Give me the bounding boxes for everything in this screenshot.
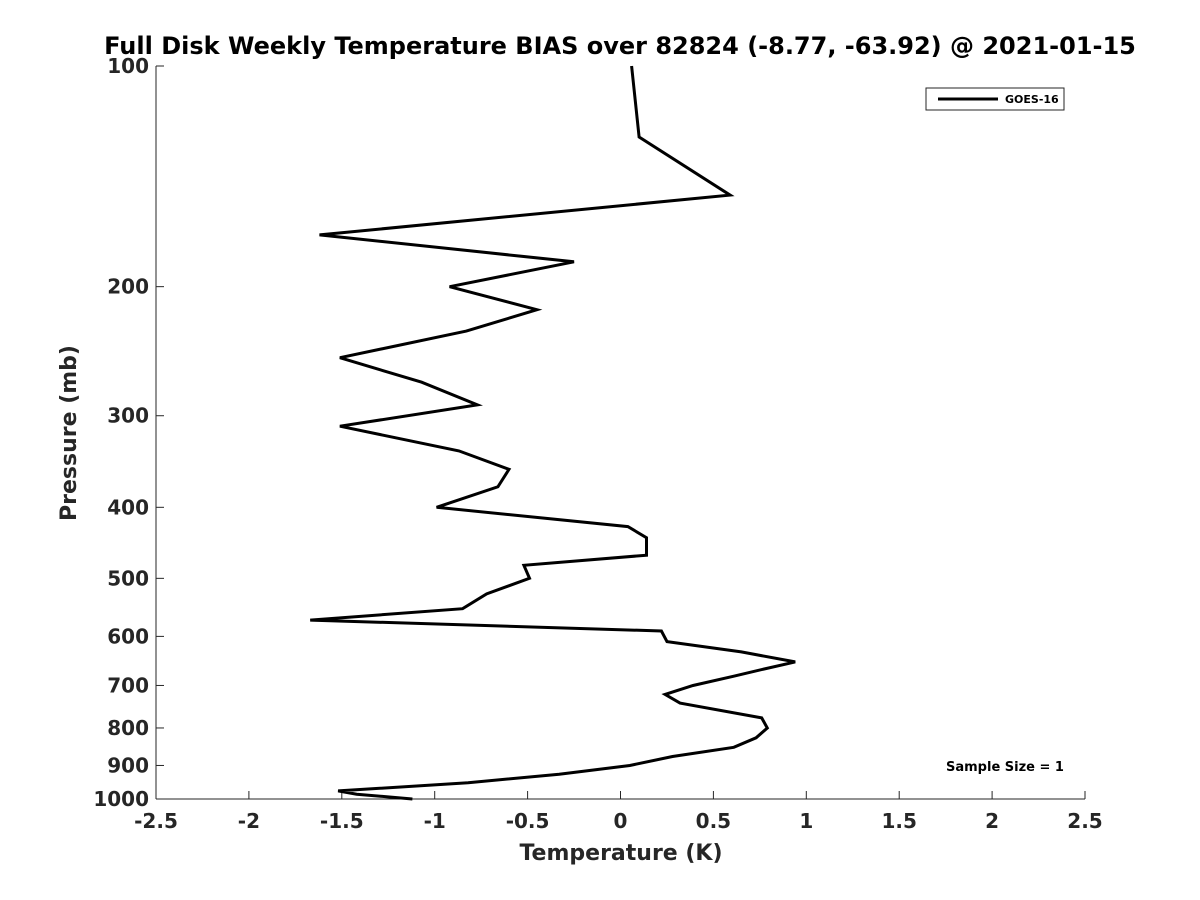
x-axis: -2.5 -2 -1.5 -1 -0.5 0 0.5 1 1.5 2 2.5 bbox=[134, 791, 1103, 833]
y-tick-label: 400 bbox=[107, 495, 149, 519]
x-tick-label: 1.5 bbox=[881, 809, 916, 833]
x-tick-label: -1 bbox=[424, 809, 446, 833]
x-tick-label: -1.5 bbox=[320, 809, 364, 833]
legend-label-goes-16: GOES-16 bbox=[1005, 93, 1059, 106]
y-tick-label: 700 bbox=[107, 673, 149, 697]
x-tick-label: -2 bbox=[238, 809, 260, 833]
y-tick-label: 600 bbox=[107, 624, 149, 648]
series-line-goes-16 bbox=[310, 65, 796, 801]
x-tick-label: 2.5 bbox=[1067, 809, 1102, 833]
x-axis-title: Temperature (K) bbox=[519, 841, 722, 866]
y-tick-label: 800 bbox=[107, 716, 149, 740]
x-tick-label: -2.5 bbox=[134, 809, 178, 833]
chart-title: Full Disk Weekly Temperature BIAS over 8… bbox=[104, 32, 1136, 60]
x-tick-label: 2 bbox=[985, 809, 999, 833]
x-tick-label: 0 bbox=[614, 809, 628, 833]
y-axis-title: Pressure (mb) bbox=[57, 345, 82, 521]
series-layer bbox=[310, 65, 796, 801]
x-tick-label: -0.5 bbox=[506, 809, 550, 833]
sample-size-annotation: Sample Size = 1 bbox=[946, 760, 1064, 775]
y-tick-label: 300 bbox=[107, 404, 149, 428]
legend: GOES-16 bbox=[925, 87, 1065, 111]
x-tick-label: 1 bbox=[799, 809, 813, 833]
x-tick-label: 0.5 bbox=[696, 809, 731, 833]
y-axis: 100 200 300 400 500 600 700 800 900 1000 bbox=[93, 54, 164, 811]
y-tick-label: 200 bbox=[107, 275, 149, 299]
y-tick-label: 500 bbox=[107, 566, 149, 590]
y-tick-label: 1000 bbox=[93, 787, 149, 811]
y-tick-label: 900 bbox=[107, 753, 149, 777]
y-tick-label: 100 bbox=[107, 54, 149, 78]
